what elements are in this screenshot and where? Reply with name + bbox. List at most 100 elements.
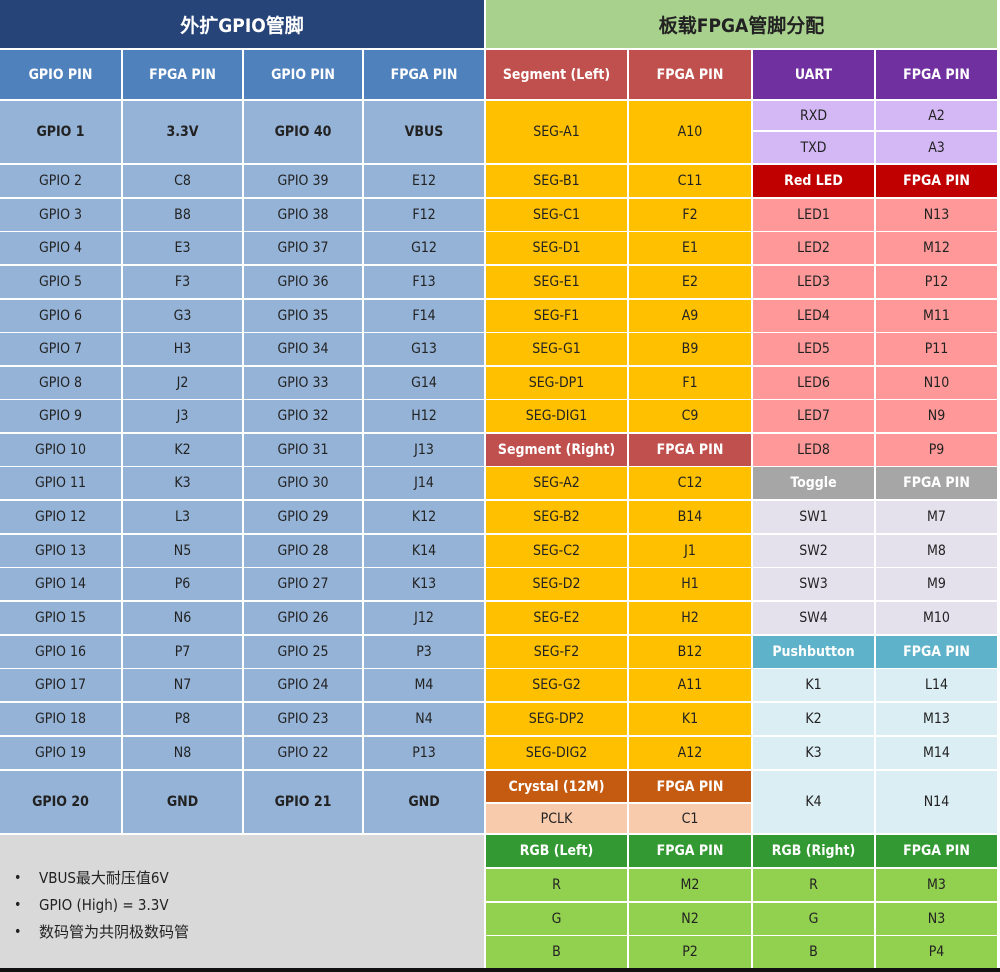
red-led-cell: LED4 (753, 300, 874, 332)
gpio-table-cell: J14 (364, 467, 484, 499)
note-text: VBUS最大耐压值6V (39, 869, 169, 887)
segment-right-cell: SEG-B2 (486, 501, 627, 533)
gpio-table-cell: GPIO 6 (0, 300, 121, 332)
gpio-table-cell: J13 (364, 434, 484, 466)
rgb-right-cell: P4 (876, 936, 997, 968)
toggle-header: FPGA PIN (876, 467, 997, 499)
gpio-table-cell: GPIO 22 (244, 737, 362, 769)
pushbutton-header: Pushbutton (753, 636, 874, 668)
rgb-right-cell: R (753, 869, 874, 901)
uart-cell: RXD (753, 101, 874, 130)
gpio-column-header: FPGA PIN (123, 50, 242, 99)
gpio-column-header: GPIO PIN (244, 50, 362, 99)
rgb-left-cell: P2 (629, 936, 751, 968)
gpio-table-cell: K2 (123, 434, 242, 466)
pushbutton-cell: K3 (753, 737, 874, 769)
gpio-table-cell: F13 (364, 266, 484, 298)
segment-left-cell: SEG-G1 (486, 333, 627, 365)
gpio-table-cell: F12 (364, 199, 484, 231)
toggle-cell: M10 (876, 602, 997, 634)
gpio-table-cell: B8 (123, 199, 242, 231)
gpio-table-cell: GPIO 9 (0, 400, 121, 432)
gpio-table-cell: G12 (364, 232, 484, 264)
red-led-header: Red LED (753, 165, 874, 197)
segment-left-cell: C11 (629, 165, 751, 197)
rgb-right-cell: B (753, 936, 874, 968)
gpio-table-cell: GPIO 40 (244, 101, 362, 163)
rgb-right-cell: G (753, 903, 874, 935)
pushbutton-cell: K1 (753, 669, 874, 701)
note-text: GPIO (High) = 3.3V (39, 896, 169, 914)
gpio-table-cell: M4 (364, 669, 484, 701)
segment-left-cell: C9 (629, 400, 751, 432)
red-led-cell: P9 (876, 434, 997, 466)
note-item: • VBUS最大耐压值6V (14, 865, 484, 892)
uart-cell: TXD (753, 132, 874, 163)
toggle-header: Toggle (753, 467, 874, 499)
segment-right-cell: SEG-G2 (486, 669, 627, 701)
gpio-table-cell: GPIO 15 (0, 602, 121, 634)
segment-left-cell: E1 (629, 232, 751, 264)
gpio-table-cell: GPIO 18 (0, 703, 121, 735)
segment-left-cell: SEG-DP1 (486, 367, 627, 399)
segment-left-cell: F1 (629, 367, 751, 399)
segment-right-cell: SEG-DIG2 (486, 737, 627, 769)
gpio-table-cell: GPIO 13 (0, 535, 121, 567)
uart-cell: A3 (876, 132, 997, 163)
gpio-table-cell: H3 (123, 333, 242, 365)
rgb-left-cell: M2 (629, 869, 751, 901)
uart-cell: A2 (876, 101, 997, 130)
gpio-table-cell: GPIO 20 (0, 771, 121, 833)
toggle-cell: M7 (876, 501, 997, 533)
segment-right-cell: H1 (629, 568, 751, 600)
uart-header: FPGA PIN (876, 50, 997, 99)
rgb-left-cell: N2 (629, 903, 751, 935)
gpio-table-cell: GPIO 12 (0, 501, 121, 533)
pushbutton-cell: N14 (876, 771, 997, 833)
segment-left-cell: SEG-C1 (486, 199, 627, 231)
gpio-table-cell: GPIO 30 (244, 467, 362, 499)
segment-right-cell: SEG-E2 (486, 602, 627, 634)
segment-left-header: FPGA PIN (629, 50, 751, 99)
crystal-header: Crystal (12M) (486, 771, 627, 802)
gpio-table-cell: GPIO 25 (244, 636, 362, 668)
gpio-table-cell: N8 (123, 737, 242, 769)
segment-right-cell: A11 (629, 669, 751, 701)
crystal-cell: PCLK (486, 804, 627, 833)
segment-left-cell: SEG-D1 (486, 232, 627, 264)
segment-right-cell: SEG-D2 (486, 568, 627, 600)
gpio-table-cell: GND (123, 771, 242, 833)
gpio-table-cell: J3 (123, 400, 242, 432)
gpio-table-cell: N5 (123, 535, 242, 567)
gpio-table-cell: 3.3V (123, 101, 242, 163)
pushbutton-cell: K4 (753, 771, 874, 833)
gpio-table-cell: GPIO 11 (0, 467, 121, 499)
segment-left-header: Segment (Left) (486, 50, 627, 99)
red-led-cell: N13 (876, 199, 997, 231)
gpio-table-cell: GND (364, 771, 484, 833)
gpio-section-title: 外扩GPIO管脚 (0, 0, 484, 48)
segment-right-cell: SEG-C2 (486, 535, 627, 567)
crystal-header: FPGA PIN (629, 771, 751, 802)
toggle-cell: M8 (876, 535, 997, 567)
bottom-border (0, 968, 1000, 972)
notes-panel: • VBUS最大耐压值6V • GPIO (High) = 3.3V • 数码管为共阴… (0, 835, 484, 968)
gpio-table-cell: P8 (123, 703, 242, 735)
red-led-cell: LED3 (753, 266, 874, 298)
gpio-table-cell: GPIO 7 (0, 333, 121, 365)
segment-right-header: FPGA PIN (629, 434, 751, 466)
segment-right-cell: H2 (629, 602, 751, 634)
gpio-table-cell: K12 (364, 501, 484, 533)
red-led-cell: LED7 (753, 400, 874, 432)
red-led-cell: LED8 (753, 434, 874, 466)
gpio-table-cell: GPIO 36 (244, 266, 362, 298)
rgb-left-cell: G (486, 903, 627, 935)
gpio-table-cell: GPIO 37 (244, 232, 362, 264)
rgb-left-cell: R (486, 869, 627, 901)
red-led-cell: LED5 (753, 333, 874, 365)
rgb-right-cell: N3 (876, 903, 997, 935)
gpio-table-cell: GPIO 27 (244, 568, 362, 600)
red-led-cell: M12 (876, 232, 997, 264)
gpio-table-cell: G14 (364, 367, 484, 399)
segment-right-cell: SEG-F2 (486, 636, 627, 668)
